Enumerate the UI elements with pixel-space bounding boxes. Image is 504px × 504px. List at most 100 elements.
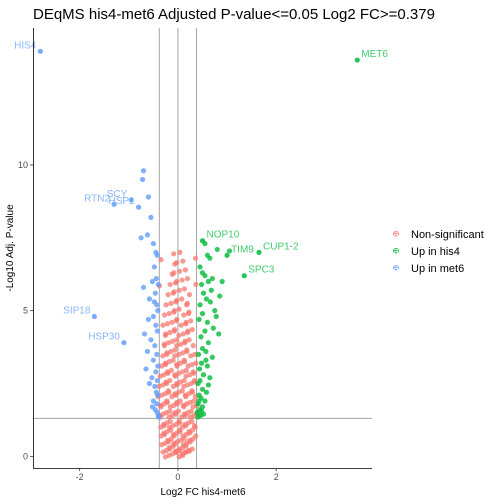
point-up-in-his4 xyxy=(198,360,205,366)
point-up-in-his4 xyxy=(202,328,208,334)
y-tick-label: 10 xyxy=(18,160,28,170)
point-non-significant xyxy=(164,398,170,404)
point-up-in-met6 xyxy=(150,398,156,404)
labeled-point-spc3 xyxy=(241,273,247,279)
point-up-in-met6 xyxy=(143,366,149,372)
point-up-in-his4 xyxy=(199,345,206,352)
point-non-significant xyxy=(179,296,185,302)
legend: a Non-significant a Up in his4 a Up in met6 xyxy=(393,229,484,275)
point-non-significant xyxy=(170,338,176,344)
point-up-in-his4 xyxy=(210,325,216,331)
point-up-in-met6 xyxy=(150,357,156,363)
point-up-in-met6 xyxy=(154,401,160,407)
point-up-in-his4 xyxy=(194,410,200,416)
point-non-significant xyxy=(174,316,180,322)
point-up-in-his4 xyxy=(196,366,203,372)
data-points xyxy=(37,48,360,460)
point-non-significant xyxy=(168,348,174,355)
point-label: CUP1-2 xyxy=(263,241,299,252)
point-up-in-met6 xyxy=(139,176,146,183)
point-non-significant xyxy=(163,302,169,308)
labeled-point-tim9 xyxy=(224,252,230,258)
point-up-in-his4 xyxy=(197,264,203,270)
point-up-in-met6 xyxy=(154,328,160,334)
point-non-significant xyxy=(170,443,176,449)
labeled-point-hsp30 xyxy=(121,340,127,346)
point-up-in-his4 xyxy=(204,319,211,325)
point-non-significant xyxy=(161,341,167,347)
point-non-significant xyxy=(189,388,195,394)
point-up-in-met6 xyxy=(152,290,158,296)
point-up-in-his4 xyxy=(203,389,210,395)
point-non-significant xyxy=(183,319,189,325)
point-up-in-met6 xyxy=(149,375,155,381)
legend-label: Up in met6 xyxy=(411,263,464,275)
point-up-in-met6 xyxy=(148,214,154,221)
point-up-in-met6 xyxy=(155,363,161,369)
point-up-in-met6 xyxy=(154,252,160,258)
point-up-in-met6 xyxy=(148,337,154,343)
labeled-point-scy xyxy=(128,197,134,203)
point-non-significant xyxy=(186,309,192,315)
point-up-in-met6 xyxy=(151,299,157,305)
point-up-in-his4 xyxy=(212,308,218,314)
point-non-significant xyxy=(177,268,183,274)
point-non-significant xyxy=(165,340,172,346)
point-up-in-met6 xyxy=(154,351,160,357)
point-non-significant xyxy=(189,326,195,333)
point-non-significant xyxy=(166,310,172,317)
point-non-significant xyxy=(188,408,194,414)
point-non-significant xyxy=(184,300,191,306)
legend-label: Up in his4 xyxy=(411,246,460,258)
labeled-point-cup1-2 xyxy=(256,249,262,255)
point-non-significant xyxy=(174,297,180,304)
point-up-in-his4 xyxy=(197,302,203,308)
legend-key-glyph: a xyxy=(393,230,399,240)
point-up-in-met6 xyxy=(140,168,147,174)
point-up-in-met6 xyxy=(156,414,162,420)
point-non-significant xyxy=(181,286,188,292)
point-non-significant xyxy=(167,329,173,336)
point-non-significant xyxy=(176,306,182,312)
point-non-significant xyxy=(181,312,187,318)
point-up-in-his4 xyxy=(205,278,211,285)
point-non-significant xyxy=(165,388,171,394)
point-non-significant xyxy=(180,350,186,356)
labeled-point-nop10 xyxy=(199,238,206,244)
legend-label: Non-significant xyxy=(411,229,484,241)
point-up-in-met6 xyxy=(155,392,161,398)
point-non-significant xyxy=(193,360,199,366)
point-label: TIM9 xyxy=(231,244,254,255)
point-non-significant xyxy=(174,343,180,349)
point-up-in-met6 xyxy=(151,264,157,270)
point-non-significant xyxy=(164,321,170,327)
axis-ticks: -2 0 2 0 5 10 xyxy=(18,160,279,482)
chart-title: DEqMS his4-met6 Adjusted P-value<=0.05 L… xyxy=(33,6,435,23)
legend-key xyxy=(393,248,399,254)
point-non-significant xyxy=(168,300,174,306)
point-up-in-his4 xyxy=(200,372,207,378)
point-non-significant xyxy=(191,423,198,429)
point-up-in-his4 xyxy=(195,380,201,387)
point-non-significant xyxy=(182,267,189,273)
point-non-significant xyxy=(189,418,195,424)
point-up-in-met6 xyxy=(144,232,151,238)
y-axis-title: -Log10 Adj. P-value xyxy=(5,204,16,292)
point-up-in-met6 xyxy=(146,296,153,302)
point-up-in-his4 xyxy=(207,299,213,305)
point-up-in-his4 xyxy=(219,278,225,285)
point-non-significant xyxy=(183,367,189,373)
reference-lines xyxy=(33,28,372,468)
point-up-in-his4 xyxy=(205,340,211,346)
point-label: RTN2 xyxy=(84,193,110,204)
point-non-significant xyxy=(172,448,179,454)
point-non-significant xyxy=(188,318,194,324)
point-up-in-his4 xyxy=(200,290,207,296)
point-non-significant xyxy=(174,259,180,266)
labeled-point-his4 xyxy=(37,48,43,54)
point-non-significant xyxy=(167,377,173,384)
point-non-significant xyxy=(171,308,178,314)
point-non-significant xyxy=(168,367,174,373)
point-up-in-met6 xyxy=(150,313,156,320)
